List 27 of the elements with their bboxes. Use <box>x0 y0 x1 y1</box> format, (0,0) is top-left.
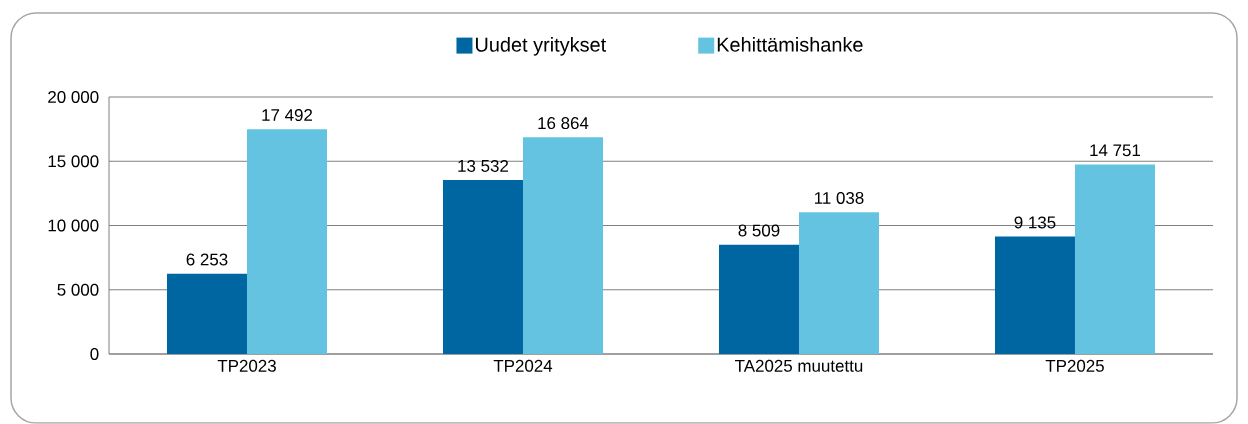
bar <box>247 129 327 355</box>
data-label: 16 864 <box>538 117 589 130</box>
x-tick-label: TP2023 <box>217 359 276 372</box>
data-label: 8 509 <box>738 224 780 237</box>
x-tick-label: TP2025 <box>1045 359 1104 372</box>
data-label: 13 532 <box>458 160 509 173</box>
data-label: 11 038 <box>815 192 864 205</box>
y-tick-label: 0 <box>90 348 99 361</box>
x-tick-label: TP2024 <box>493 359 553 372</box>
data-label: 17 492 <box>262 109 313 122</box>
bar <box>442 180 523 355</box>
bar <box>798 212 879 355</box>
bar <box>718 244 799 355</box>
x-tick-label: TA2025 muutettu <box>735 359 863 372</box>
data-label: 9 135 <box>1014 216 1056 229</box>
bar <box>1074 164 1155 355</box>
y-tick-label: 20 000 <box>48 91 99 104</box>
y-tick-label: 15 000 <box>48 155 99 168</box>
legend-label: Kehittämishanke <box>717 37 863 52</box>
data-label: 14 751 <box>1090 144 1141 157</box>
bar <box>522 137 603 355</box>
legend-label: Uudet yritykset <box>475 37 607 56</box>
bar <box>994 236 1075 355</box>
y-tick-label: 5 000 <box>57 283 99 296</box>
bar <box>167 273 247 355</box>
y-tick-label: 10 000 <box>48 219 99 232</box>
data-label: 6 253 <box>186 253 228 266</box>
